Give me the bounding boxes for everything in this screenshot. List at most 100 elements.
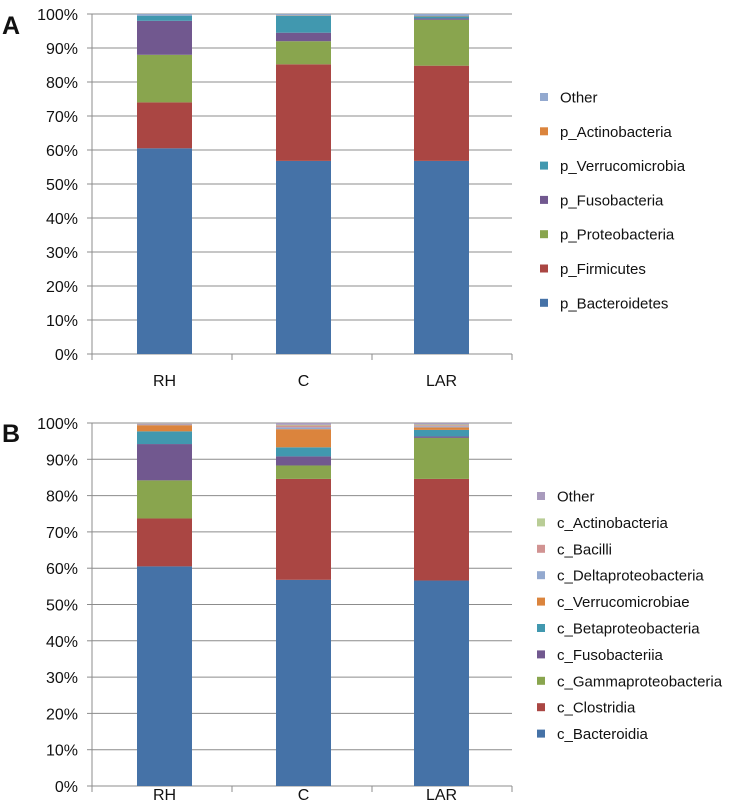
bar-segment-c-gammaproteobacteria-lar (414, 437, 469, 479)
bar-segment-p-bacteroidetes-lar (414, 160, 469, 354)
legend-label: p_Actinobacteria (560, 124, 672, 141)
y-tick-label: 40% (46, 634, 78, 651)
y-tick-label: 0% (55, 779, 78, 796)
bar-segment-p-verrucomicrobia-lar (414, 16, 469, 19)
y-tick-label: 40% (46, 211, 78, 228)
legend-swatch (537, 624, 545, 632)
y-tick-label: 0% (55, 347, 78, 364)
legend-label: p_Firmicutes (560, 261, 646, 278)
legend-swatch (537, 676, 545, 685)
x-category-label: C (298, 373, 310, 390)
panel-b: B 0% 10% 20% 30% 40% 50% 60% 70% 80% 90% 100% RH C LA… (2, 416, 723, 804)
bar-segment-c-verrucomicrobiae-rh (137, 425, 192, 432)
bar-segment-c-actinobacteria-c (276, 424, 331, 426)
y-tick-label: 60% (46, 561, 78, 578)
legend-swatch (537, 597, 545, 606)
legend-label: c_Verrucomicrobiae (557, 594, 690, 611)
y-tick-label: 30% (46, 245, 78, 262)
legend-label: c_Bacilli (557, 541, 612, 558)
x-category-label: C (298, 787, 310, 804)
legend-swatch (540, 195, 548, 204)
bar-segment-p-proteobacteria-rh (137, 54, 192, 103)
bar-segment-c-clostridia-rh (137, 518, 192, 567)
bar-segment-c-betaproteobacteria-lar (414, 429, 469, 437)
legend-label: p_Fusobacteria (560, 192, 664, 209)
panel-a: A 0% 10% 20% 30% 40% 50% 60% 70% 80% 90% 100% RH C LA… (2, 7, 686, 390)
y-tick-label: 20% (46, 279, 78, 296)
y-tick-label: 100% (37, 416, 78, 433)
bar-segment-c-bacteroidia-rh (137, 566, 192, 786)
legend-swatch (540, 298, 548, 307)
x-category-label: LAR (426, 787, 457, 804)
bar-segment-p-proteobacteria-c (276, 41, 331, 65)
legend-label: c_Actinobacteria (557, 515, 669, 532)
bar-segment-c-betaproteobacteria-c (276, 447, 331, 457)
bar-segment-other-rh (137, 14, 192, 16)
bar-segment-p-fusobacteria-rh (137, 20, 192, 55)
bar-segment-c-fusobacteriia-lar (414, 436, 469, 438)
y-tick-label: 10% (46, 743, 78, 760)
legend-label: p_Bacteroidetes (560, 295, 668, 312)
bar-segment-p-firmicutes-rh (137, 102, 192, 149)
legend-swatch (537, 544, 545, 553)
bar-segment-p-firmicutes-lar (414, 65, 469, 161)
bar-segment-p-bacteroidetes-c (276, 160, 331, 354)
bar-segment-c-betaproteobacteria-rh (137, 431, 192, 445)
bar-segment-c-deltaproteobacteria-rh (137, 424, 192, 426)
legend-swatch (540, 230, 548, 239)
y-tick-label: 60% (46, 143, 78, 160)
legend-label: c_Bacteroidia (557, 726, 649, 743)
legend-label: p_Verrucomicrobia (560, 158, 686, 175)
legend-label: Other (557, 489, 595, 506)
bar-segment-p-fusobacteria-c (276, 32, 331, 42)
legend-swatch (540, 93, 548, 101)
y-tick-label: 20% (46, 706, 78, 723)
bar-segment-other-c (276, 423, 331, 425)
bar-segment-c-bacteroidia-lar (414, 580, 469, 786)
bar-segment-c-actinobacteria-lar (414, 424, 469, 426)
bar-segment-c-deltaproteobacteria-c (276, 427, 331, 430)
legend-swatch (537, 703, 545, 712)
bar-segment-c-gammaproteobacteria-rh (137, 480, 192, 519)
x-category-label: RH (153, 787, 176, 804)
bar-segment-p-proteobacteria-lar (414, 19, 469, 66)
bar-segment-c-gammaproteobacteria-c (276, 465, 331, 479)
bar-segment-p-verrucomicrobia-c (276, 15, 331, 33)
bar-segment-p-bacteroidetes-rh (137, 148, 192, 354)
bar-segment-other-lar (414, 423, 469, 425)
bar-segment-c-fusobacteriia-c (276, 456, 331, 466)
panel-letter-b: B (2, 420, 20, 448)
bar-segment-c-verrucomicrobiae-lar (414, 427, 469, 430)
legend-label: p_Proteobacteria (560, 227, 675, 244)
legend-label: c_Gammaproteobacteria (557, 673, 723, 690)
legend-swatch (540, 264, 548, 273)
bar-segment-p-verrucomicrobia-rh (137, 15, 192, 21)
legend-swatch (537, 492, 545, 500)
legend-label: Other (560, 90, 598, 107)
bar-segment-c-deltaproteobacteria-lar (414, 426, 469, 428)
panel-letter-a: A (2, 12, 20, 40)
y-tick-label: 50% (46, 177, 78, 194)
bar-segment-c-fusobacteriia-rh (137, 444, 192, 481)
y-tick-label: 30% (46, 670, 78, 687)
bar-segment-other-lar (414, 14, 469, 17)
legend-swatch (537, 729, 545, 738)
y-tick-label: 80% (46, 75, 78, 92)
bar-segment-c-clostridia-c (276, 478, 331, 580)
y-tick-label: 100% (37, 7, 78, 24)
bar-segment-c-clostridia-lar (414, 478, 469, 581)
legend-swatch (540, 127, 548, 136)
legend-swatch (537, 571, 545, 580)
bar-segment-c-verrucomicrobiae-c (276, 429, 331, 448)
legend-swatch (540, 161, 548, 170)
legend-label: c_Clostridia (557, 700, 636, 717)
bar-segment-c-bacilli-c (276, 425, 331, 428)
legend-label: c_Betaproteobacteria (557, 621, 700, 638)
legend-label: c_Fusobacteriia (557, 647, 664, 664)
y-tick-label: 80% (46, 489, 78, 506)
x-category-label: LAR (426, 373, 457, 390)
y-tick-label: 50% (46, 598, 78, 615)
y-tick-label: 10% (46, 313, 78, 330)
legend-label: c_Deltaproteobacteria (557, 568, 704, 585)
